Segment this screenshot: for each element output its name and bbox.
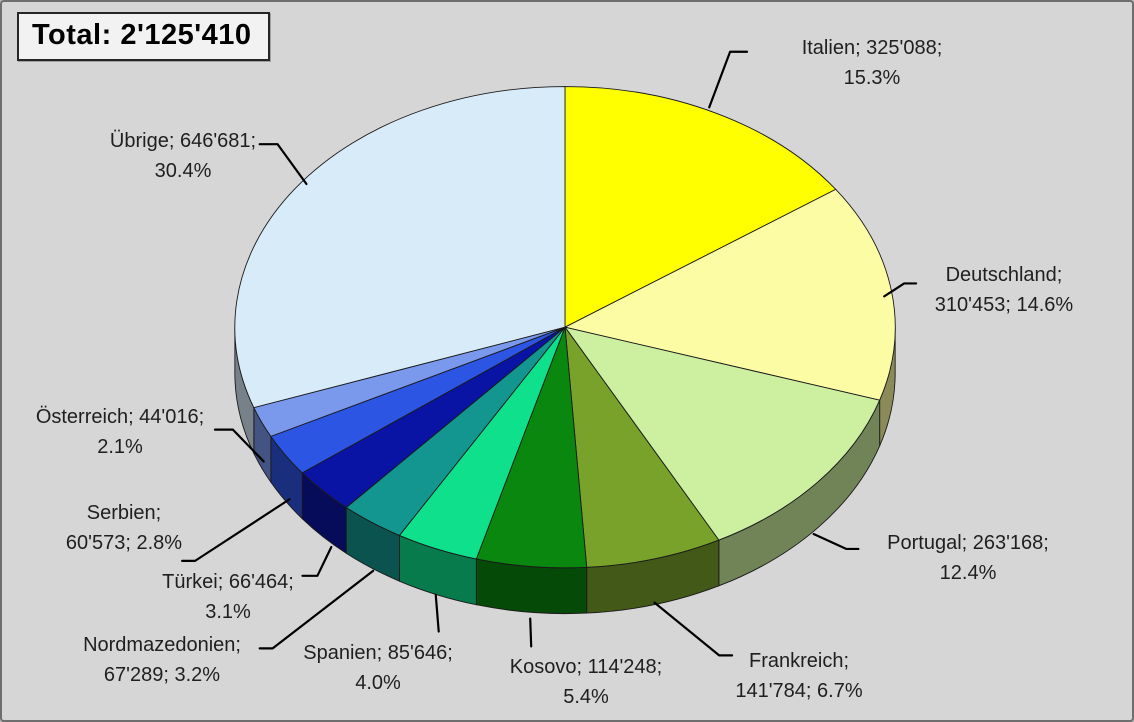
leader-line-portugal — [812, 532, 860, 551]
data-label-line2: 310'453; 14.6% — [934, 294, 1074, 316]
data-label-line1: Österreich; 44'016; — [35, 406, 205, 428]
pie-slice-ubrige — [234, 86, 566, 409]
data-label-line2: 12.4% — [939, 562, 997, 584]
data-label-osterreich: Österreich; 44'016; 2.1% — [36, 402, 204, 462]
total-label-text: Total: 2'125'410 — [32, 19, 252, 51]
data-label-turkei: Türkei; 66'464; 3.1% — [162, 567, 294, 627]
data-label-line1: Deutschland; — [945, 264, 1063, 286]
data-label-line2: 60'573; 2.8% — [65, 532, 183, 554]
leader-line-ubrige — [258, 143, 308, 186]
data-label-line1: Türkei; 66'464; — [162, 571, 294, 593]
data-label-frankreich: Frankreich; 141'784; 6.7% — [735, 646, 862, 706]
data-label-line2: 15.3% — [843, 67, 901, 89]
data-label-ubrige: Übrige; 646'681; 30.4% — [110, 126, 256, 186]
data-label-line1: Nordmazedonien; — [83, 634, 241, 656]
data-label-line2: 67'289; 3.2% — [103, 664, 221, 686]
leader-line-kosovo — [529, 617, 533, 648]
leader-line-deutschland — [883, 282, 918, 298]
pie-slice-frankreich — [564, 326, 720, 568]
data-label-line2: 5.4% — [563, 686, 609, 708]
leader-line-frankreich — [653, 601, 734, 657]
data-label-deutschland: Deutschland; 310'453; 14.6% — [935, 260, 1073, 320]
data-label-serbien: Serbien; 60'573; 2.8% — [66, 498, 182, 558]
data-label-line2: 141'784; 6.7% — [735, 680, 863, 702]
data-label-line1: Serbien; — [86, 502, 162, 524]
data-label-line1: Portugal; 263'168; — [887, 532, 1049, 554]
pie-slice-italien — [564, 86, 837, 328]
leader-line-serbien — [181, 498, 291, 562]
data-label-spanien: Spanien; 85'646; 4.0% — [303, 638, 453, 698]
leader-line-spanien — [434, 593, 440, 633]
leader-line-osterreich — [213, 428, 265, 463]
leader-line-italien — [708, 50, 749, 109]
data-label-line2: 2.1% — [97, 436, 143, 458]
data-label-line1: Spanien; 85'646; — [303, 642, 453, 664]
leader-line-turkei — [301, 545, 333, 577]
data-label-line1: Italien; 325'088; — [801, 37, 943, 59]
data-label-line1: Kosovo; 114'248; — [509, 656, 663, 678]
data-label-line2: 3.1% — [205, 601, 251, 623]
leader-line-nordmazedonien — [258, 569, 375, 650]
data-label-line1: Übrige; 646'681; — [109, 130, 257, 152]
data-label-kosovo: Kosovo; 114'248; 5.4% — [510, 652, 662, 712]
data-label-italien: Italien; 325'088; 15.3% — [802, 33, 943, 93]
pie-slice-portugal — [564, 326, 881, 541]
data-label-nordmazedonien: Nordmazedonien; 67'289; 3.2% — [83, 630, 241, 690]
data-label-portugal: Portugal; 263'168; 12.4% — [887, 528, 1049, 588]
total-label-box: Total: 2'125'410 — [17, 12, 270, 61]
data-label-line1: Frankreich; — [748, 650, 850, 672]
data-label-line2: 30.4% — [154, 160, 212, 182]
data-label-line2: 4.0% — [355, 672, 401, 694]
